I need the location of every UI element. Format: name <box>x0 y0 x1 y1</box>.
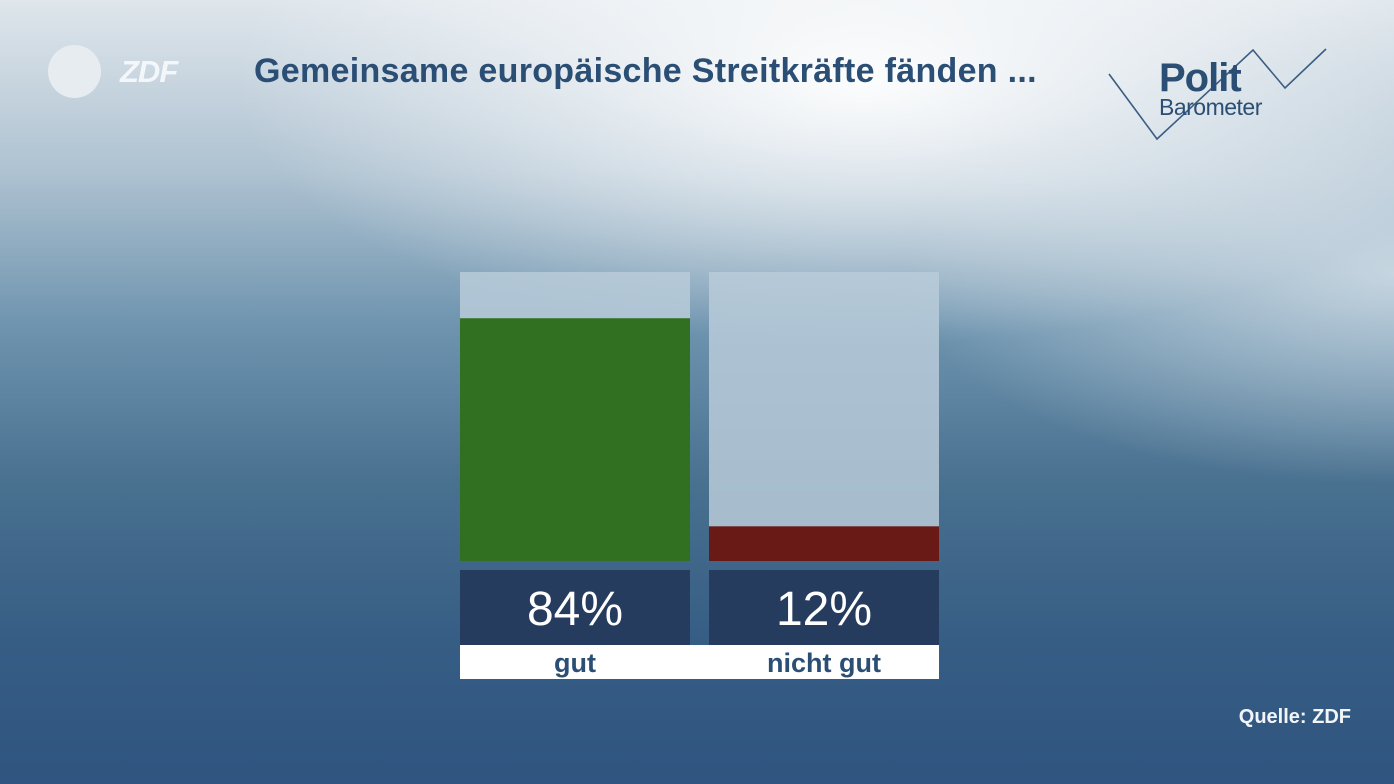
value-box-gut <box>460 570 690 645</box>
value-label-gut: 84% <box>527 583 623 636</box>
category-box-gut <box>460 645 690 679</box>
zdf-logo-text: ZDF <box>120 54 178 89</box>
bar-nicht-gut <box>709 526 939 561</box>
bar-track-nicht-gut <box>709 272 939 561</box>
category-label-gut: gut <box>554 648 596 678</box>
value-box-nicht-gut <box>709 570 939 645</box>
zdf-logo-disc <box>48 45 101 98</box>
category-label-nicht-gut: nicht gut <box>767 648 881 678</box>
category-box-nicht-gut <box>709 645 939 679</box>
category-strip-gap <box>690 645 709 679</box>
politbarometer-line1: Polit <box>1159 56 1242 100</box>
politbarometer-logo: Polit Barometer <box>1105 44 1330 144</box>
zdf-logo: ZDF <box>48 44 178 100</box>
bar-gut <box>460 318 690 561</box>
page-title: Gemeinsame europäische Streitkräfte fänd… <box>254 52 1037 90</box>
politbarometer-zigzag-icon <box>1108 48 1327 141</box>
politbarometer-line2: Barometer <box>1159 94 1262 120</box>
source-note: Quelle: ZDF <box>1238 706 1351 728</box>
value-label-nicht-gut: 12% <box>776 583 872 636</box>
